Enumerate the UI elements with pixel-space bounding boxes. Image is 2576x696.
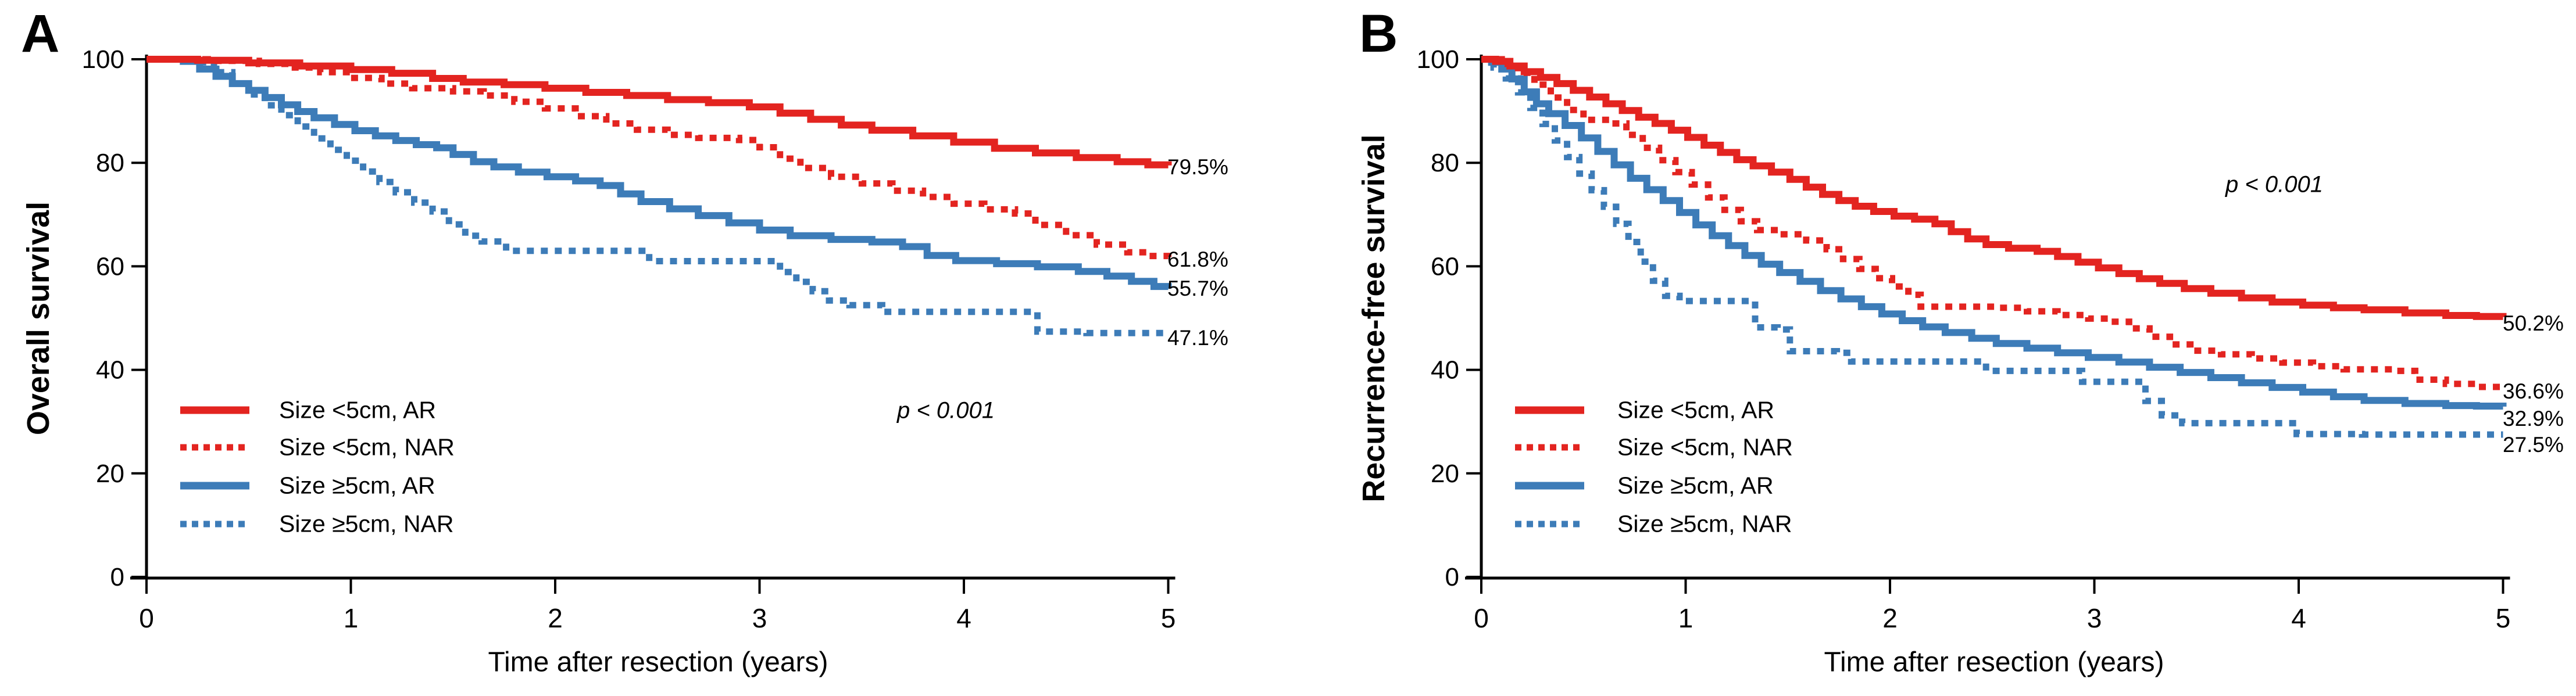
panel-a-legend-label-4: Size ≥5cm, NAR xyxy=(279,510,454,537)
panel-b-endpoint-label-4: 27.5% xyxy=(2503,433,2564,457)
y-tick-label: 100 xyxy=(1417,45,1459,74)
panel-b-x-axis-title: Time after resection (years) xyxy=(1824,647,2164,678)
x-tick-label: 4 xyxy=(956,603,971,633)
curve-size-5cm-ar xyxy=(1481,56,2507,410)
y-tick-label: 60 xyxy=(96,252,124,281)
panel-b-legend-label-1: Size <5cm, AR xyxy=(1617,396,1775,424)
panel-b-endpoint-label-1: 50.2% xyxy=(2503,311,2564,335)
panel-a-x-axis-title: Time after resection (years) xyxy=(488,647,828,678)
y-tick-label: 0 xyxy=(1445,563,1459,591)
panel-b-y-axis-title: Recurrence-free survival xyxy=(1356,134,1391,503)
panel-a-p-value: p < 0.001 xyxy=(897,397,995,424)
y-tick-label: 100 xyxy=(82,45,124,74)
panel-b-letter: B xyxy=(1359,4,1398,63)
curve-size-5cm-ar xyxy=(147,56,1172,168)
curve-size-5cm-ar xyxy=(147,56,1172,290)
panel-b-endpoint-label-3: 32.9% xyxy=(2503,407,2564,430)
y-tick-label: 40 xyxy=(1431,356,1459,385)
x-tick-label: 0 xyxy=(139,603,154,633)
x-tick-label: 3 xyxy=(752,603,767,633)
y-tick-label: 80 xyxy=(96,149,124,177)
panel-a-endpoint-label-1: 79.5% xyxy=(1167,155,1228,179)
x-tick-label: 2 xyxy=(1882,603,1898,633)
x-tick-label: 4 xyxy=(2291,603,2306,633)
curve-size-5cm-ar xyxy=(1481,56,2507,320)
curve-size-5cm-nar xyxy=(147,56,1171,260)
panel-a-letter: A xyxy=(21,4,60,63)
panel-a-legend-label-2: Size <5cm, NAR xyxy=(279,433,455,461)
y-tick-label: 60 xyxy=(1431,252,1459,281)
panel-b-p-value: p < 0.001 xyxy=(2225,171,2323,198)
panel-b-legend-label-3: Size ≥5cm, AR xyxy=(1617,472,1774,499)
panel-b-legend-label-2: Size <5cm, NAR xyxy=(1617,433,1793,461)
y-tick-label: 80 xyxy=(1431,149,1459,177)
curve-size-5cm-nar xyxy=(1481,56,2506,390)
panel-b-legend-label-4: Size ≥5cm, NAR xyxy=(1617,510,1792,537)
x-tick-label: 1 xyxy=(1678,603,1693,633)
x-tick-label: 3 xyxy=(2087,603,2102,633)
x-tick-label: 2 xyxy=(548,603,563,633)
x-tick-label: 5 xyxy=(1161,603,1176,633)
panel-a-legend-label-3: Size ≥5cm, AR xyxy=(279,472,435,499)
panel-a-legend-label-1: Size <5cm, AR xyxy=(279,396,437,424)
panel-a-endpoint-label-4: 47.1% xyxy=(1167,326,1228,350)
x-tick-label: 1 xyxy=(344,603,359,633)
x-tick-label: 5 xyxy=(2496,603,2511,633)
x-tick-label: 0 xyxy=(1474,603,1489,633)
y-tick-label: 20 xyxy=(96,460,124,488)
panel-b-endpoint-label-2: 36.6% xyxy=(2503,379,2564,403)
curve-size-5cm-nar xyxy=(147,56,1169,336)
y-tick-label: 0 xyxy=(110,563,124,591)
panel-a-y-axis-title: Overall survival xyxy=(21,201,56,436)
panel-a-endpoint-label-2: 61.8% xyxy=(1167,247,1228,271)
panel-a-endpoint-label-3: 55.7% xyxy=(1167,277,1228,300)
curve-size-5cm-nar xyxy=(1481,56,2503,438)
y-tick-label: 40 xyxy=(96,356,124,385)
y-tick-label: 20 xyxy=(1431,460,1459,488)
